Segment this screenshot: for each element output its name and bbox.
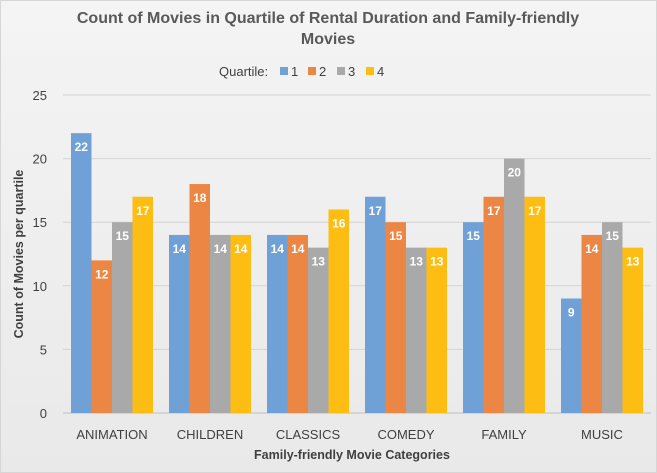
bar-music-q1 xyxy=(561,298,582,413)
bar-comedy-q2 xyxy=(385,222,406,413)
y-tick-label: 25 xyxy=(33,88,47,103)
bar-comedy-q3 xyxy=(406,247,427,413)
y-tick-label: 10 xyxy=(33,279,47,294)
bar-value-label: 14 xyxy=(173,242,187,256)
bar-value-label: 16 xyxy=(332,216,346,230)
legend: Quartile: 1 2 3 4 xyxy=(219,64,384,79)
y-tick-label: 20 xyxy=(33,152,47,167)
x-tick-label: COMEDY xyxy=(377,427,434,442)
bar-value-label: 9 xyxy=(568,306,575,320)
legend-title: Quartile: xyxy=(219,64,268,79)
y-axis-label: Count of Movies per quartile xyxy=(12,170,26,339)
legend-swatch-2 xyxy=(308,67,316,75)
bar-value-label: 14 xyxy=(234,242,248,256)
bar-animation-q2 xyxy=(91,260,112,413)
bar-labels: 22 12 15 17 14 18 14 14 14 14 13 16 17 15 13 13 15 17 20 17… xyxy=(75,140,640,319)
bar-value-label: 15 xyxy=(116,229,130,243)
y-tick-label: 0 xyxy=(40,406,47,421)
bar-value-label: 13 xyxy=(312,255,326,269)
legend-swatch-3 xyxy=(337,67,345,75)
bar-value-label: 14 xyxy=(585,242,599,256)
bar-value-label: 14 xyxy=(271,242,285,256)
bar-value-label: 13 xyxy=(430,255,444,269)
x-tick-label: MUSIC xyxy=(581,427,623,442)
bars xyxy=(71,133,643,413)
bar-value-label: 17 xyxy=(528,204,542,218)
x-tick-label: CHILDREN xyxy=(177,427,243,442)
bar-family-q4 xyxy=(524,196,545,413)
bar-value-label: 15 xyxy=(606,229,620,243)
bar-animation-q1 xyxy=(71,133,92,413)
bar-family-q2 xyxy=(483,196,504,413)
bar-family-q3 xyxy=(504,158,525,413)
bar-value-label: 13 xyxy=(626,255,640,269)
x-axis-label: Family-friendly Movie Categories xyxy=(254,448,450,462)
bar-family-q1 xyxy=(463,222,484,413)
y-axis-ticks: 0 5 10 15 20 25 xyxy=(33,88,47,421)
bar-children-q2 xyxy=(189,184,210,413)
x-tick-label: CLASSICS xyxy=(276,427,341,442)
bar-music-q3 xyxy=(602,222,623,413)
bar-value-label: 17 xyxy=(487,204,501,218)
bar-classics-q4 xyxy=(328,209,349,413)
bar-comedy-q4 xyxy=(426,247,447,413)
chart-title-line2: Movies xyxy=(301,31,355,48)
bar-comedy-q1 xyxy=(365,196,386,413)
bar-value-label: 15 xyxy=(389,229,403,243)
bar-value-label: 17 xyxy=(136,204,150,218)
x-axis-ticks: ANIMATION CHILDREN CLASSICS COMEDY FAMILY MUS… xyxy=(76,427,623,442)
y-tick-label: 15 xyxy=(33,215,47,230)
bar-value-label: 14 xyxy=(291,242,305,256)
legend-label-3: 3 xyxy=(348,64,355,79)
bar-music-q2 xyxy=(581,234,602,413)
bar-children-q3 xyxy=(210,234,231,413)
bar-value-label: 17 xyxy=(369,204,383,218)
bar-classics-q1 xyxy=(267,234,288,413)
legend-label-2: 2 xyxy=(319,64,326,79)
gridlines xyxy=(63,94,651,414)
bar-children-q1 xyxy=(169,234,190,413)
chart-title-line1: Count of Movies in Quartile of Rental Du… xyxy=(77,10,579,27)
x-tick-label: ANIMATION xyxy=(76,427,147,442)
legend-swatch-4 xyxy=(366,67,374,75)
legend-swatch-1 xyxy=(280,67,288,75)
bar-value-label: 14 xyxy=(214,242,228,256)
bar-children-q4 xyxy=(230,234,251,413)
bar-value-label: 18 xyxy=(193,191,207,205)
bar-classics-q2 xyxy=(287,234,308,413)
bar-music-q4 xyxy=(622,247,643,413)
bar-animation-q3 xyxy=(112,222,133,413)
bar-value-label: 15 xyxy=(467,229,481,243)
bar-value-label: 12 xyxy=(95,267,109,281)
bar-value-label: 13 xyxy=(410,255,424,269)
x-tick-label: FAMILY xyxy=(481,427,527,442)
y-tick-label: 5 xyxy=(40,342,47,357)
bar-classics-q3 xyxy=(308,247,329,413)
legend-label-4: 4 xyxy=(377,64,384,79)
legend-label-1: 1 xyxy=(291,64,298,79)
bar-value-label: 20 xyxy=(508,166,522,180)
bar-value-label: 22 xyxy=(75,140,89,154)
bar-animation-q4 xyxy=(132,196,153,413)
